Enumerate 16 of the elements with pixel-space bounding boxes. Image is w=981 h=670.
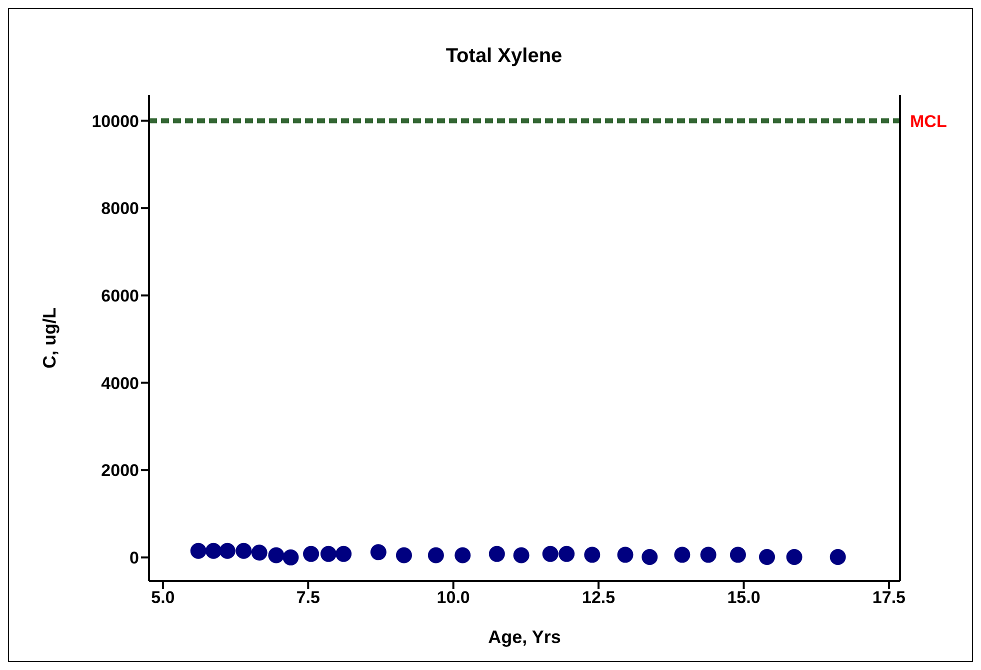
y-tick-label: 4000 — [101, 374, 139, 393]
x-tick-label: 5.0 — [151, 588, 175, 608]
x-tick-label: 17.5 — [872, 588, 906, 608]
ref-line-label: MCL — [910, 112, 947, 131]
x-axis-title: Age, Yrs — [488, 627, 561, 647]
y-tick-label: 8000 — [101, 199, 139, 218]
chart-title: Total Xylene — [444, 45, 564, 68]
y-tick-label: 2000 — [101, 461, 139, 480]
x-tick-label: 10.0 — [436, 588, 470, 608]
y-tick-label: 0 — [130, 548, 139, 568]
x-tick-label: 7.5 — [296, 588, 320, 608]
y-axis-title: C, ug/L — [39, 308, 60, 368]
y-tick-label: 6000 — [101, 286, 139, 306]
y-tick-label: 10000 — [92, 112, 139, 131]
x-tick-label: 15.0 — [727, 588, 760, 608]
x-tick-label: 12.5 — [582, 588, 616, 608]
